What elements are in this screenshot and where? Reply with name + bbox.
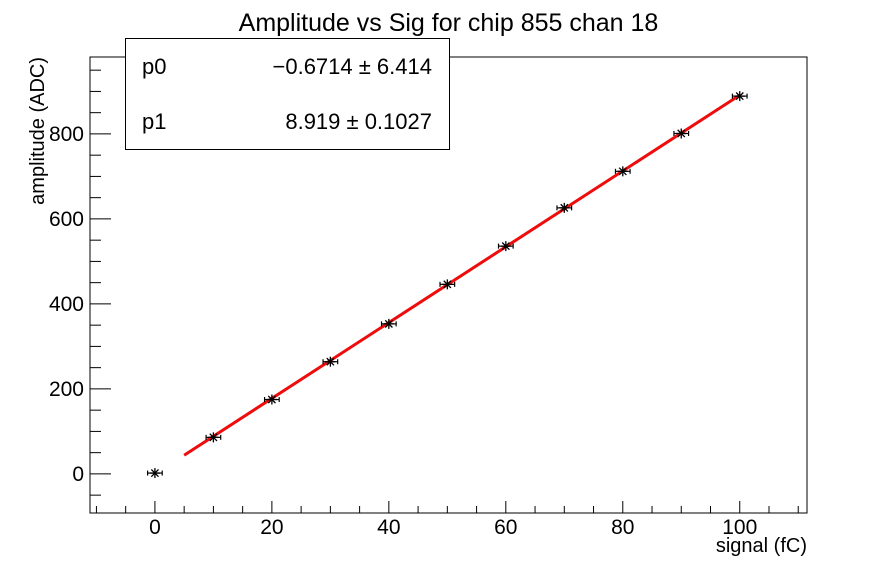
stats-row-p0: p0 −0.6714 ± 6.414: [126, 54, 449, 80]
y-tick-label: 0: [72, 463, 84, 486]
x-tick-label: 100: [722, 516, 757, 539]
stats-param-value: 8.919 ± 0.1027: [285, 108, 432, 134]
x-tick-label: 40: [377, 516, 400, 539]
stats-param-name: p1: [142, 108, 167, 134]
chart-title: Amplitude vs Sig for chip 855 chan 18: [238, 9, 659, 37]
data-point-marker: [677, 129, 686, 138]
data-point-marker: [267, 395, 276, 404]
x-axis-title: signal (fC): [715, 535, 807, 557]
y-tick-label: 800: [49, 123, 84, 146]
data-point-marker: [443, 280, 452, 289]
data-point-marker: [150, 468, 159, 478]
data-point-marker: [501, 242, 510, 251]
x-tick-label: 0: [149, 516, 161, 539]
stats-param-value: −0.6714 ± 6.414: [272, 53, 433, 79]
y-tick-label: 200: [49, 378, 84, 401]
fit-stats-box: p0 −0.6714 ± 6.414 p1 8.919 ± 0.1027: [125, 38, 450, 150]
y-tick-label: 600: [49, 208, 84, 231]
y-tick-label: 400: [49, 293, 84, 316]
x-tick-label: 20: [260, 516, 283, 539]
data-point-marker: [618, 167, 627, 176]
x-tick-label: 60: [494, 516, 517, 539]
data-point-marker: [560, 203, 569, 212]
data-point-marker: [735, 92, 744, 101]
stats-param-name: p0: [142, 53, 167, 79]
stats-row-p1: p1 8.919 ± 0.1027: [126, 109, 449, 135]
data-point-marker: [384, 319, 393, 328]
data-point-marker: [209, 433, 218, 442]
fit-line: [183, 93, 741, 457]
data-point-marker: [326, 357, 335, 366]
x-tick-label: 80: [611, 516, 634, 539]
